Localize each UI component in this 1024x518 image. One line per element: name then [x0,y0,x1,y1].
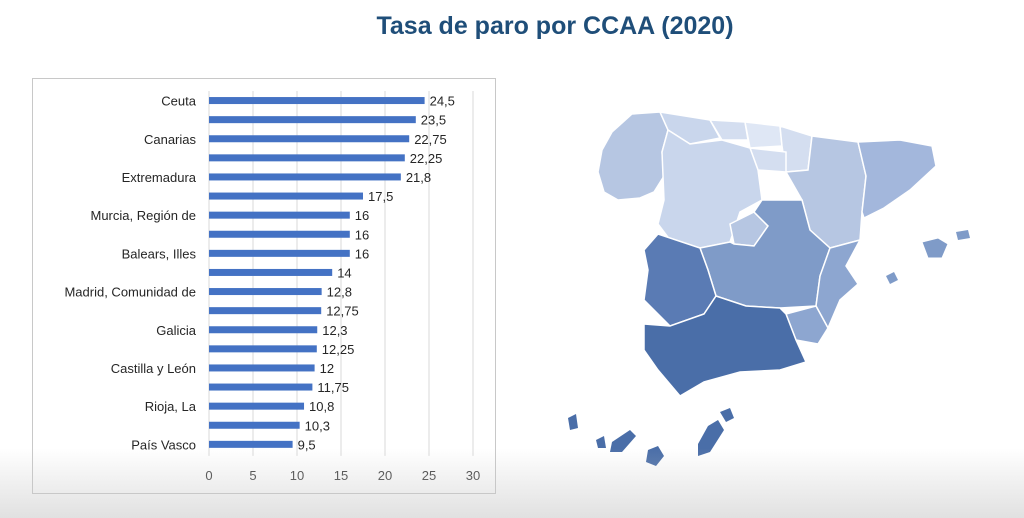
data-label: 22,25 [410,151,443,166]
bar [209,268,333,276]
bar-chart-frame: 0 5 10 15 20 25 30 24,5 Ceuta 23,5 22,75 Canarias 22… [32,78,496,494]
page-title: Tasa de paro por CCAA (2020) [376,12,734,40]
category-label: Balears, Illes [122,246,197,261]
data-label: 11,75 [317,380,349,395]
map-region-galicia [597,111,669,201]
map-region-baleares [921,237,949,259]
data-label: 12,8 [327,285,352,300]
map-region-andalucia [643,295,808,397]
data-label: 10,3 [305,418,330,433]
category-label: Rioja, La [145,399,197,414]
bar [209,173,401,181]
bar [209,154,405,162]
map-region-canarias [568,408,734,466]
category-label: Ceuta [161,94,196,109]
bar [209,345,317,353]
bar-chart: 0 5 10 15 20 25 30 24,5 Ceuta 23,5 22,75 Canarias 22… [64,91,480,483]
category-label: Murcia, Región de [91,208,197,223]
bar [209,230,350,238]
data-label: 12,3 [322,323,347,338]
bar [209,440,293,448]
data-label: 16 [355,208,369,223]
category-label: País Vasco [131,437,196,452]
bar [209,249,350,257]
data-label: 12,75 [326,304,359,319]
data-label: 16 [355,246,369,261]
map-region-ibiza [886,272,898,284]
bar [209,383,313,391]
bar [209,211,350,219]
map-region-asturias [658,111,722,145]
x-tick-label: 15 [334,468,348,483]
category-label: Galicia [156,323,197,338]
bar [209,97,425,105]
map-region-cataluna [857,139,937,220]
x-tick-label: 5 [249,468,256,483]
data-label: 24,5 [430,94,455,109]
data-label: 17,5 [368,189,393,204]
data-label: 10,8 [309,399,334,414]
bar [209,116,416,124]
bar [209,364,315,372]
data-label: 21,8 [406,170,431,185]
bar [209,192,363,200]
x-tick-label: 10 [290,468,304,483]
spain-choropleth-map [540,100,980,480]
data-label: 16 [355,227,369,242]
category-label: Extremadura [122,170,197,185]
bar [209,421,300,429]
bar [209,326,318,334]
bar [209,402,305,410]
map-region-pais-vasco [744,121,783,149]
bar [209,288,322,296]
data-label: 22,75 [414,132,447,147]
map-region-menorca [956,230,970,240]
bar [209,135,410,143]
category-label: Canarias [144,132,197,147]
x-tick-label: 25 [422,468,436,483]
data-label: 12,25 [322,342,355,357]
category-label: Castilla y León [111,361,196,376]
data-label: 12 [320,361,334,376]
x-tick-label: 30 [466,468,480,483]
data-label: 9,5 [298,437,316,452]
bar [209,307,322,315]
data-label: 14 [337,265,351,280]
data-label: 23,5 [421,113,446,128]
x-tick-label: 20 [378,468,392,483]
map-region-murcia [785,305,829,345]
x-tick-label: 0 [205,468,212,483]
category-label: Madrid, Comunidad de [64,285,196,300]
